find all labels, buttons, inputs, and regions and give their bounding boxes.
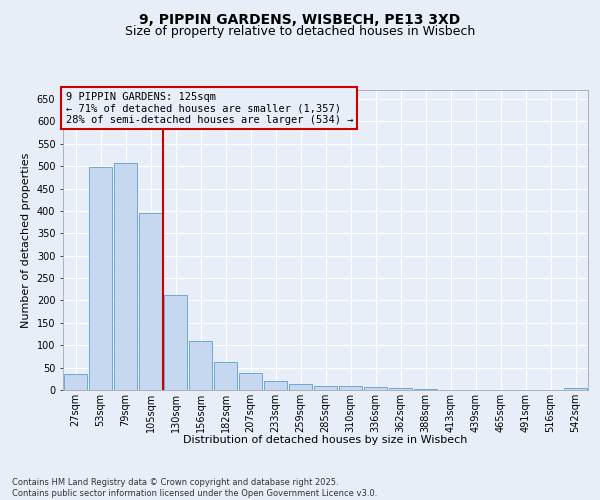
Bar — [139, 213, 163, 390]
Text: Contains HM Land Registry data © Crown copyright and database right 2025.
Contai: Contains HM Land Registry data © Crown c… — [12, 478, 377, 498]
Bar — [113, 163, 137, 390]
Bar — [263, 381, 287, 390]
X-axis label: Distribution of detached houses by size in Wisbech: Distribution of detached houses by size … — [184, 435, 467, 445]
Bar — [413, 389, 437, 390]
Text: 9, PIPPIN GARDENS, WISBECH, PE13 3XD: 9, PIPPIN GARDENS, WISBECH, PE13 3XD — [139, 12, 461, 26]
Bar — [314, 386, 337, 390]
Bar — [64, 374, 88, 390]
Bar — [289, 384, 313, 390]
Bar — [164, 294, 187, 390]
Bar — [188, 340, 212, 390]
Bar — [214, 362, 238, 390]
Y-axis label: Number of detached properties: Number of detached properties — [21, 152, 31, 328]
Bar — [389, 388, 412, 390]
Bar — [338, 386, 362, 390]
Bar — [364, 387, 388, 390]
Bar — [563, 388, 587, 390]
Text: 9 PIPPIN GARDENS: 125sqm
← 71% of detached houses are smaller (1,357)
28% of sem: 9 PIPPIN GARDENS: 125sqm ← 71% of detach… — [65, 92, 353, 124]
Bar — [239, 373, 262, 390]
Bar — [89, 168, 112, 390]
Text: Size of property relative to detached houses in Wisbech: Size of property relative to detached ho… — [125, 25, 475, 38]
